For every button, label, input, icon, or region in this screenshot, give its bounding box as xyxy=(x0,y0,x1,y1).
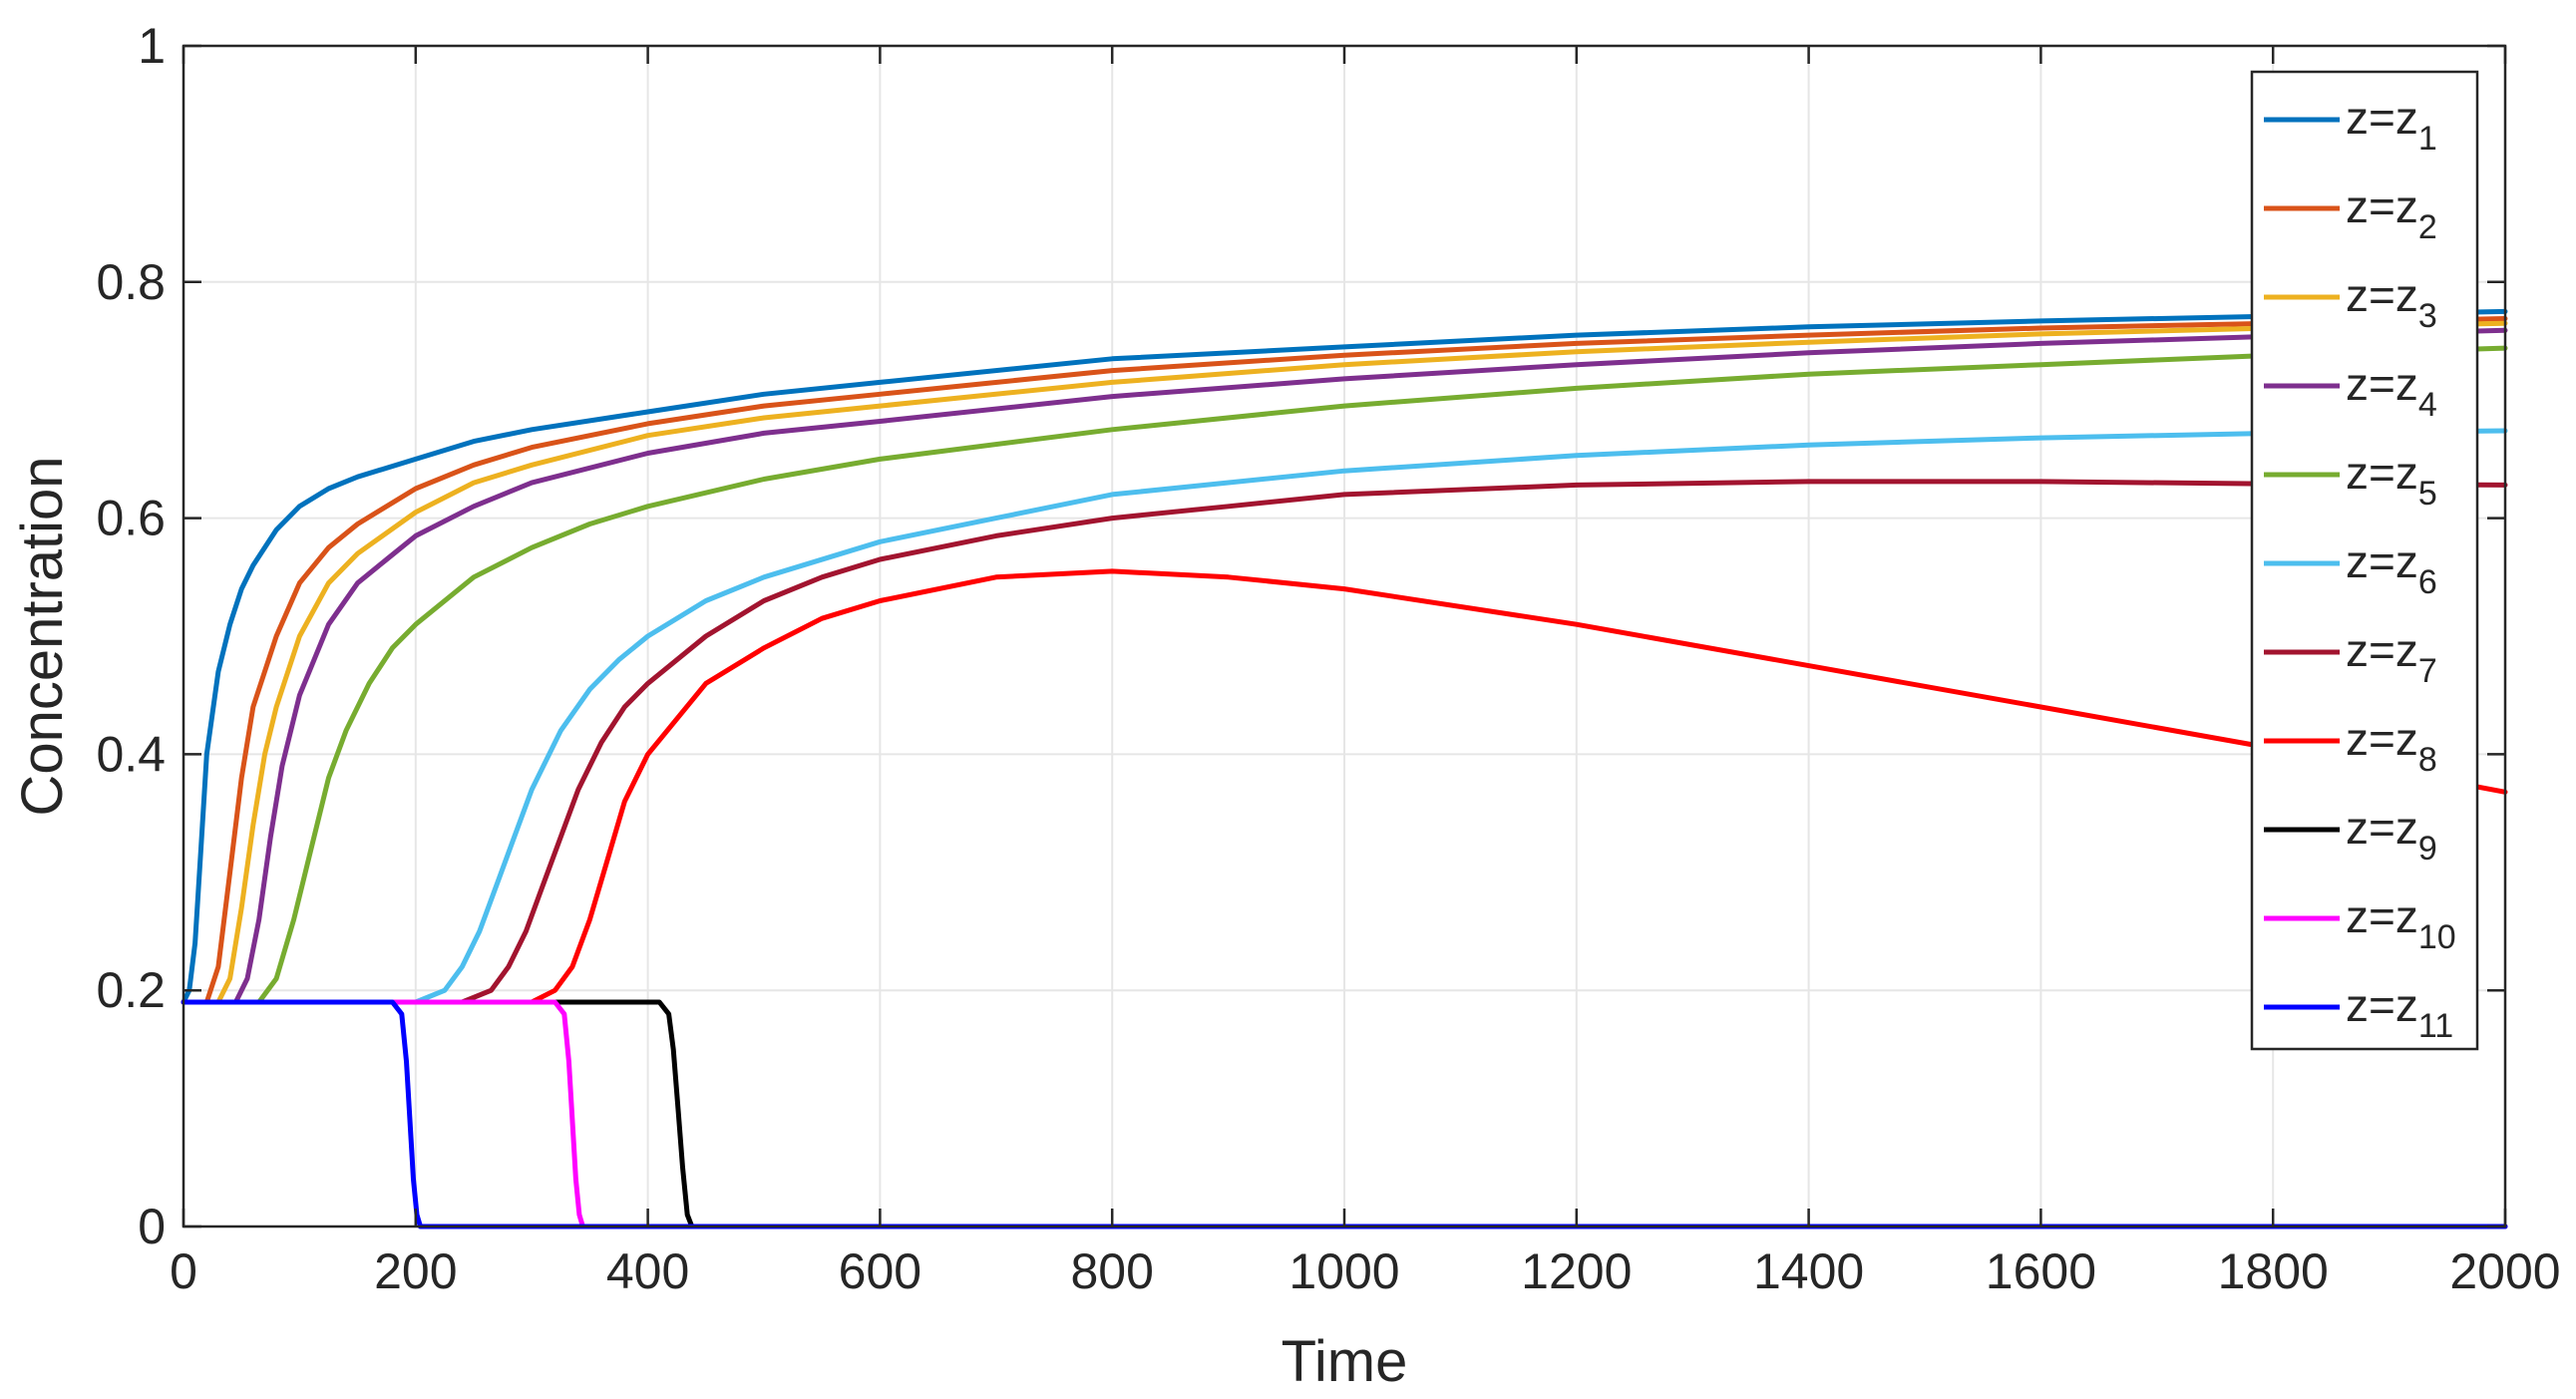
legend-label-subscript: 6 xyxy=(2418,563,2437,601)
legend-label-z4: z=z4 xyxy=(2346,358,2437,424)
legend-label-subscript: 7 xyxy=(2418,652,2437,690)
y-tick-label: 1 xyxy=(138,18,166,74)
x-tick-label: 2000 xyxy=(2449,1243,2560,1299)
legend-label-subscript: 4 xyxy=(2418,386,2437,424)
legend-label-subscript: 5 xyxy=(2418,475,2437,513)
legend-label-z2: z=z2 xyxy=(2346,180,2437,246)
legend-label-subscript: 8 xyxy=(2418,741,2437,779)
legend-label-subscript: 9 xyxy=(2418,830,2437,868)
legend-label-main: z=z xyxy=(2346,624,2418,676)
legend-label-z11: z=z11 xyxy=(2346,979,2453,1045)
legend-label-z6: z=z6 xyxy=(2346,535,2437,601)
legend: z=z1z=z2z=z3z=z4z=z5z=z6z=z7z=z8z=z9z=z1… xyxy=(2250,70,2479,1051)
legend-label-subscript: 2 xyxy=(2418,208,2437,246)
series-line-z3 xyxy=(181,320,2508,1005)
x-tick-label: 600 xyxy=(839,1243,921,1299)
legend-label-z9: z=z9 xyxy=(2346,802,2437,868)
y-tick-label: 0.6 xyxy=(96,491,166,546)
series-lines xyxy=(181,308,2508,1229)
y-tick-label: 0.4 xyxy=(96,726,166,782)
x-tick-label: 200 xyxy=(374,1243,457,1299)
legend-label-main: z=z xyxy=(2346,447,2418,499)
series-line-z6 xyxy=(181,428,2508,1005)
legend-label-z3: z=z3 xyxy=(2346,269,2437,335)
x-tick-label: 1200 xyxy=(1521,1243,1632,1299)
series-line-z9 xyxy=(181,999,2508,1229)
legend-label-main: z=z xyxy=(2346,180,2418,232)
x-tick-label: 800 xyxy=(1070,1243,1153,1299)
legend-label-z1: z=z1 xyxy=(2346,92,2437,158)
legend-label-main: z=z xyxy=(2346,890,2418,942)
legend-label-z10: z=z10 xyxy=(2346,890,2456,956)
legend-label-subscript: 1 xyxy=(2418,120,2437,158)
x-axis-label: Time xyxy=(1282,1329,1408,1394)
legend-label-main: z=z xyxy=(2346,713,2418,765)
tick-labels: 0 200 400 600 800 1000 1200 1400 1600 1800 2000 0 0.… xyxy=(96,18,2560,1299)
series-line-z7 xyxy=(181,479,2508,1005)
x-tick-label: 1400 xyxy=(1753,1243,1864,1299)
series-line-z5 xyxy=(181,345,2508,1005)
x-tick-label: 400 xyxy=(606,1243,689,1299)
legend-label-main: z=z xyxy=(2346,358,2418,410)
legend-label-main: z=z xyxy=(2346,269,2418,321)
legend-label-z5: z=z5 xyxy=(2346,447,2437,513)
legend-label-z8: z=z8 xyxy=(2346,713,2437,779)
x-tick-label: 1600 xyxy=(1986,1243,2096,1299)
legend-label-subscript: 10 xyxy=(2418,918,2456,956)
y-axis-label: Concentration xyxy=(10,456,75,816)
legend-label-subscript: 3 xyxy=(2418,297,2437,335)
legend-label-main: z=z xyxy=(2346,979,2418,1031)
legend-label-main: z=z xyxy=(2346,535,2418,587)
x-tick-label: 1800 xyxy=(2218,1243,2329,1299)
grid-lines xyxy=(184,46,2505,1226)
y-tick-label: 0 xyxy=(138,1199,166,1254)
x-tick-label: 1000 xyxy=(1288,1243,1399,1299)
y-tick-label: 0.8 xyxy=(96,254,166,310)
series-line-z8 xyxy=(181,568,2508,1005)
series-line-z1 xyxy=(181,308,2508,1005)
series-line-z10 xyxy=(181,999,2508,1229)
y-tick-label: 0.2 xyxy=(96,962,166,1018)
legend-label-main: z=z xyxy=(2346,802,2418,854)
legend-label-z7: z=z7 xyxy=(2346,624,2437,690)
series-line-z11 xyxy=(181,999,2508,1229)
x-tick-label: 0 xyxy=(170,1243,197,1299)
legend-label-main: z=z xyxy=(2346,92,2418,144)
legend-label-subscript: 11 xyxy=(2418,1007,2453,1045)
axes xyxy=(182,44,2507,1228)
series-line-z4 xyxy=(181,327,2508,1005)
legend-box xyxy=(2250,70,2479,1051)
series-line-z2 xyxy=(181,316,2508,1005)
